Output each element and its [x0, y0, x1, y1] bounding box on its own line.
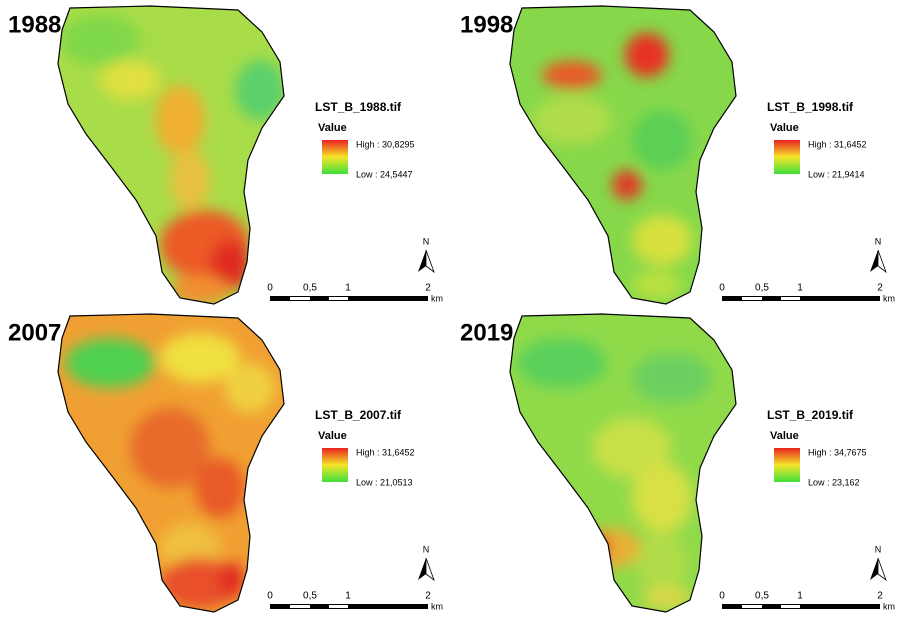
legend-high: High : 31,6452: [808, 139, 867, 149]
scale-bar-segment: [781, 605, 800, 608]
heat-patch: [155, 85, 205, 155]
heat-patch: [60, 15, 140, 65]
scale-bar-segment: [290, 297, 310, 300]
scale-label: 1: [345, 283, 351, 294]
legend-ramp: [774, 448, 800, 482]
panel-year: 1988: [8, 11, 61, 38]
raster-base: [492, 0, 752, 310]
heat-patch: [625, 33, 669, 77]
north-label: N: [875, 544, 882, 554]
scale-label: 0: [719, 283, 725, 294]
panel-year: 2007: [8, 319, 61, 346]
map-panel: 1998 LST_B_1998.tif Value High : 31,6452 Low…: [460, 0, 895, 310]
scale-bar-segment: [781, 297, 800, 300]
scale-bar-segment: [742, 605, 762, 608]
heat-patch: [637, 533, 687, 593]
north-arrow: [418, 250, 426, 272]
legend-high: High : 31,6452: [356, 447, 415, 457]
scale-label: 2: [425, 283, 431, 294]
heat-patch: [632, 463, 692, 533]
heat-patch: [612, 170, 642, 200]
heat-patch: [642, 586, 692, 610]
north-arrow: [426, 250, 434, 272]
legend-high: High : 30,8295: [356, 139, 415, 149]
north-label: N: [875, 236, 882, 246]
north-arrow: [878, 250, 886, 272]
heat-patch: [632, 353, 712, 403]
scale-bar-segment: [742, 297, 762, 300]
north-arrow: [870, 250, 878, 272]
legend-title: LST_B_2019.tif: [767, 408, 854, 422]
scale-label: 0: [719, 591, 725, 602]
heat-patch: [632, 270, 682, 300]
legend-title: LST_B_1998.tif: [767, 100, 854, 114]
heat-patch: [235, 60, 285, 120]
map-panel: 2019 LST_B_2019.tif Value High : 34,7675 Low…: [460, 308, 895, 617]
legend-ramp: [322, 448, 348, 482]
heat-patch: [542, 61, 602, 89]
lst-raster: [492, 0, 752, 310]
map-panel: 1988 LST_B_1988.tif Value High : 30,8295 Low…: [8, 0, 443, 310]
lst-raster: [40, 0, 300, 310]
legend-high: High : 34,7675: [808, 447, 867, 457]
scale-bar-segment: [329, 297, 348, 300]
scale-label: 2: [877, 591, 883, 602]
legend-low: Low : 21,9414: [808, 169, 865, 179]
heat-patch: [160, 333, 240, 383]
north-label: N: [423, 544, 430, 554]
legend-field: Value: [770, 430, 799, 442]
legend-field: Value: [318, 122, 347, 134]
heat-patch: [517, 338, 607, 388]
heat-patch: [65, 338, 155, 388]
scale-label: 0,5: [755, 591, 769, 602]
legend-title: LST_B_1988.tif: [315, 100, 402, 114]
heat-patch: [170, 150, 210, 210]
north-label: N: [423, 236, 430, 246]
scale-label: 2: [425, 591, 431, 602]
heat-patch: [632, 215, 692, 265]
heat-patch: [632, 110, 692, 170]
heat-patch: [225, 363, 275, 413]
legend-low: Low : 24,5447: [356, 169, 413, 179]
scale-unit: km: [883, 293, 895, 303]
north-arrow: [426, 558, 434, 580]
scale-label: 0,5: [755, 283, 769, 294]
scale-unit: km: [431, 601, 443, 611]
map-figure: 1988 LST_B_1988.tif Value High : 30,8295 Low…: [0, 0, 902, 617]
scale-unit: km: [883, 601, 895, 611]
north-arrow: [878, 558, 886, 580]
scale-label: 1: [345, 591, 351, 602]
scale-label: 0,5: [303, 591, 317, 602]
heat-patch: [582, 528, 642, 568]
north-arrow: [870, 558, 878, 580]
heat-patch: [195, 458, 245, 518]
scale-unit: km: [431, 293, 443, 303]
scale-label: 0: [267, 591, 273, 602]
legend-ramp: [322, 140, 348, 174]
heat-patch: [532, 95, 612, 145]
scale-label: 0: [267, 283, 273, 294]
legend-field: Value: [770, 122, 799, 134]
scale-bar-segment: [329, 605, 348, 608]
heat-patch: [100, 60, 160, 100]
panel-year: 2019: [460, 319, 513, 346]
panel-year: 1998: [460, 11, 513, 38]
north-arrow: [418, 558, 426, 580]
scale-label: 1: [797, 283, 803, 294]
map-panel: 2007 LST_B_2007.tif Value High : 31,6452 Low…: [8, 308, 443, 617]
scale-label: 0,5: [303, 283, 317, 294]
legend-low: Low : 21,0513: [356, 477, 413, 487]
lst-raster: [40, 308, 300, 617]
legend-field: Value: [318, 430, 347, 442]
lst-raster: [492, 308, 752, 617]
legend-title: LST_B_2007.tif: [315, 408, 402, 422]
legend-low: Low : 23,162: [808, 477, 860, 487]
scale-bar-segment: [290, 605, 310, 608]
scale-label: 2: [877, 283, 883, 294]
scale-label: 1: [797, 591, 803, 602]
legend-ramp: [774, 140, 800, 174]
